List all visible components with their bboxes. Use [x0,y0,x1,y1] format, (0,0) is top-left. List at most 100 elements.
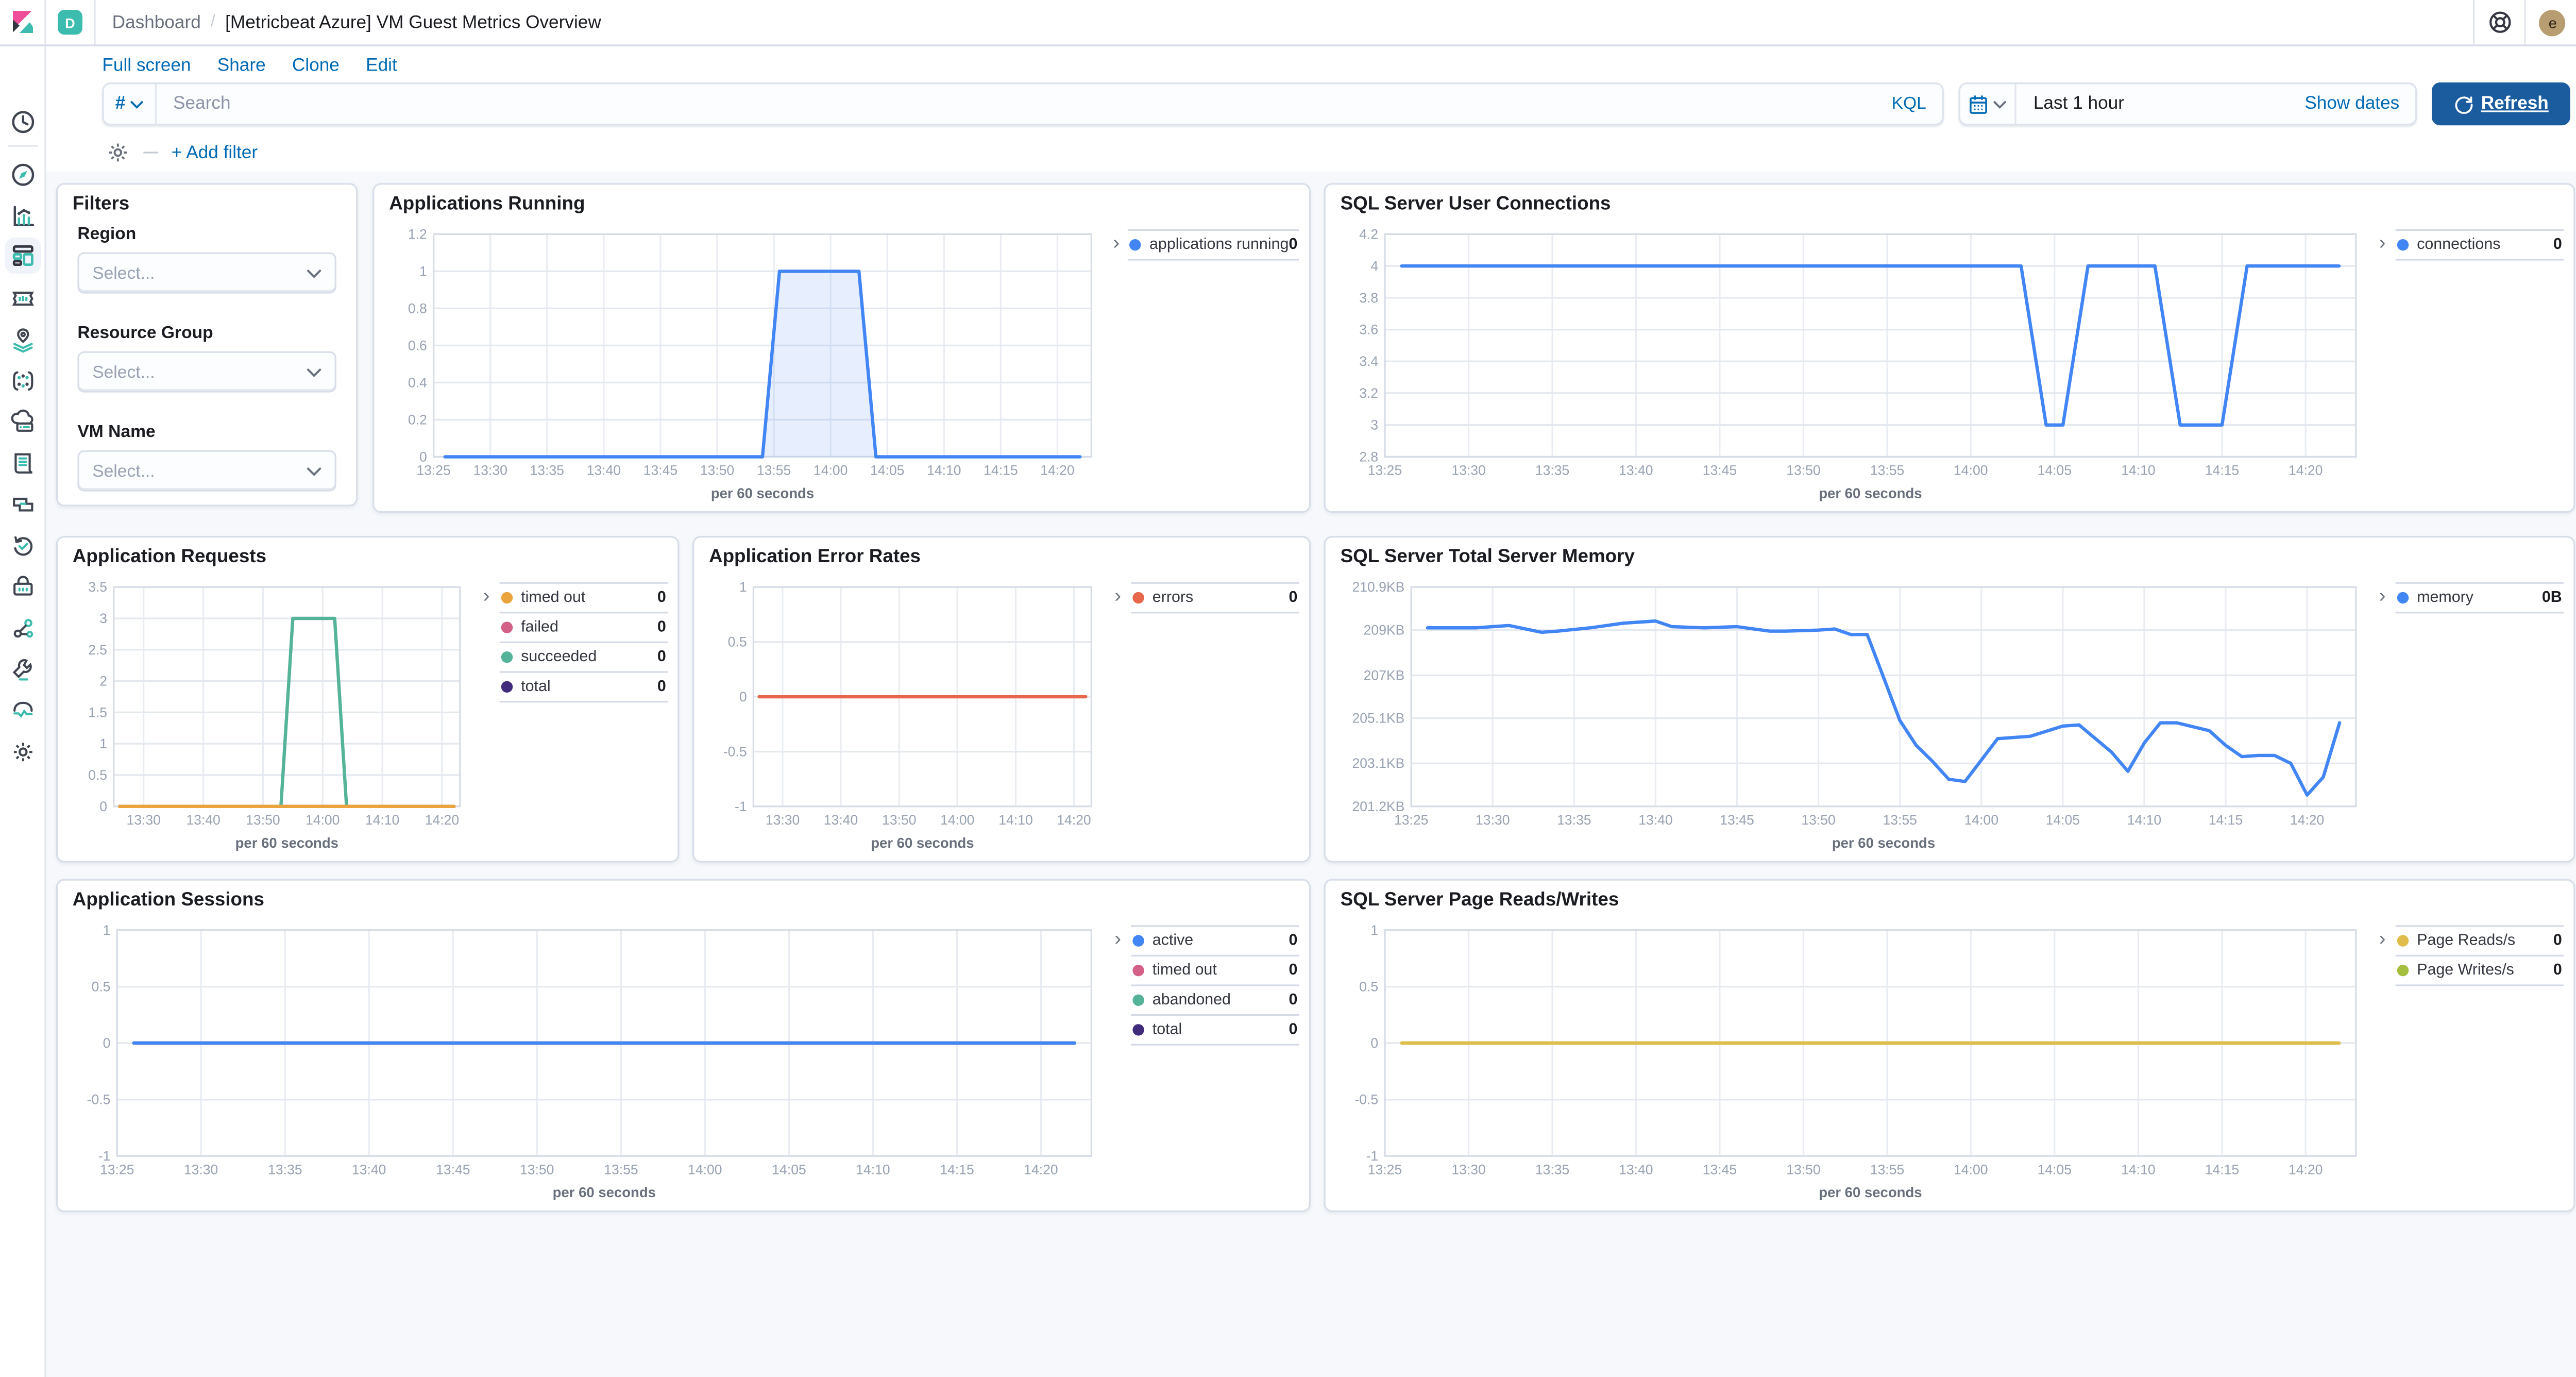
search-input[interactable] [157,94,1875,114]
legend-item[interactable]: total 0 [1131,1014,1299,1046]
time-range-value[interactable]: Last 1 hour [2033,94,2124,114]
legend-item[interactable]: active 0 [1131,925,1299,955]
sidebar-item-apm[interactable] [10,492,36,518]
chart-canvas: 2.8 3 3.2 3.4 3.6 3.8 4 4.2 13:25 13:30 13:35 13:40… [1359,226,2357,501]
select-placeholder: Select... [92,362,155,382]
panel-sql-user-connections: SQL Server User Connections 2.8 3 3.2 3.4 3.… [1324,183,2575,513]
panel-application-requests: Application Requests 0 0.5 1 1.5 2 2.5 3 3.5 13:… [56,536,680,863]
sidebar-item-canvas[interactable] [10,286,36,312]
svg-text:13:25: 13:25 [416,463,450,478]
svg-text:205.1KB: 205.1KB [1352,711,1405,726]
legend-expand-icon[interactable]: › [2379,583,2386,607]
chart-canvas: -1 -0.5 0 0.5 1 13:25 13:30 13:35 13:40 13:45 13:5… [87,922,1093,1200]
legend-expand-icon[interactable]: › [483,583,490,607]
svg-text:13:35: 13:35 [1535,1162,1569,1177]
kql-syntax-button[interactable]: KQL [1891,94,1926,114]
svg-text:14:05: 14:05 [2046,812,2080,828]
svg-text:1.5: 1.5 [88,704,107,720]
legend-item[interactable]: timed out 0 [499,582,668,612]
space-switcher[interactable]: D [46,0,96,45]
svg-text:0.5: 0.5 [88,767,107,783]
legend-item[interactable]: applications running 0 [1128,229,1299,261]
sidebar-item-dashboard[interactable] [10,242,36,268]
clone-link[interactable]: Clone [292,56,340,76]
legend-item[interactable]: errors 0 [1131,582,1299,614]
legend-expand-icon[interactable]: › [2379,231,2386,254]
management-gear-icon [13,743,32,762]
sidebar-item-maps[interactable] [10,327,36,353]
series-value: 0 [1289,589,1298,607]
svg-text:0.5: 0.5 [728,634,747,650]
sidebar-item-dev-tools[interactable] [10,657,36,683]
panel-title: Application Requests [72,547,267,567]
legend-item[interactable]: failed 0 [499,612,668,642]
sidebar-item-recently-viewed[interactable] [10,109,36,135]
svg-text:13:45: 13:45 [643,463,677,478]
left-nav-rail [0,46,46,1377]
sidebar-item-uptime[interactable] [10,533,36,559]
legend-item[interactable]: total 0 [499,671,668,703]
sidebar-item-stack-monitoring[interactable] [10,698,36,724]
panel-title: SQL Server Page Reads/Writes [1340,891,1619,911]
edit-link[interactable]: Edit [366,56,397,76]
region-label: Region [77,224,137,244]
legend-item[interactable]: Page Writes/s 0 [2395,954,2564,986]
resource-group-label: Resource Group [77,323,213,343]
sidebar-item-infrastructure[interactable] [10,409,36,435]
sidebar-item-machine-learning[interactable] [10,368,36,394]
svg-text:13:55: 13:55 [1870,1162,1904,1177]
svg-text:14:10: 14:10 [998,812,1032,828]
legend-expand-icon[interactable]: › [1114,583,1121,607]
svg-text:per 60 seconds: per 60 seconds [1832,835,1935,851]
breadcrumb-dashboard-link[interactable]: Dashboard [112,12,201,32]
legend-item[interactable]: abandoned 0 [1131,984,1299,1014]
help-button[interactable] [2475,0,2524,44]
svg-text:1: 1 [99,736,107,751]
saved-query-menu-button[interactable]: # [104,84,157,124]
legend-expand-icon[interactable]: › [2379,927,2386,950]
region-select[interactable]: Select... [77,252,336,294]
user-menu-avatar[interactable]: e [2539,9,2566,36]
svg-text:13:55: 13:55 [757,463,791,478]
kibana-home-button[interactable] [0,0,46,45]
series-value: 0 [657,618,666,637]
sidebar-item-logs[interactable] [10,450,36,477]
hash-label: # [115,94,126,114]
svg-text:-0.5: -0.5 [1354,1092,1378,1107]
sidebar-item-management[interactable] [10,739,36,765]
refresh-button[interactable]: Refresh [2432,82,2571,126]
calendar-menu-button[interactable] [1961,84,2017,124]
sidebar-item-graph[interactable] [10,615,36,642]
legend-expand-icon[interactable]: › [1113,231,1120,254]
filter-settings-gear-icon[interactable] [106,140,130,165]
sidebar-item-visualize[interactable] [10,203,36,229]
breadcrumb: Dashboard / [Metricbeat Azure] VM Guest … [112,12,2474,32]
chart-legend: applications running 0 [1128,229,1299,503]
vm-name-label: VM Name [77,422,156,442]
legend-item[interactable]: connections 0 [2395,229,2564,261]
full-screen-link[interactable]: Full screen [102,56,191,76]
application-error-rates-chart: -1 -0.5 0 0.5 1 13:30 13:40 13:50 14:00 14:10 14:2… [704,577,1105,852]
sidebar-item-siem[interactable] [10,574,36,600]
show-dates-button[interactable]: Show dates [2304,94,2400,114]
add-filter-button[interactable]: + Add filter [171,142,258,163]
help-life-ring-icon [2489,11,2511,33]
svg-text:14:10: 14:10 [856,1162,890,1177]
legend-item[interactable]: timed out 0 [1131,954,1299,985]
legend-item[interactable]: succeeded 0 [499,641,668,671]
legend-item[interactable]: Page Reads/s 0 [2395,925,2564,955]
vm-name-select[interactable]: Select... [77,450,336,492]
svg-text:13:45: 13:45 [1720,812,1754,828]
svg-text:14:00: 14:00 [1954,463,1988,478]
resource-group-select[interactable]: Select... [77,351,336,393]
legend-expand-icon[interactable]: › [1114,927,1121,950]
dev-tools-wrench-icon [12,659,32,681]
sidebar-item-discover[interactable] [10,162,36,188]
series-color-dot [1132,965,1144,977]
svg-text:13:50: 13:50 [882,812,916,828]
share-link[interactable]: Share [217,56,266,76]
legend-item[interactable]: memory 0B [2395,582,2564,614]
canvas-icon [12,291,34,306]
svg-text:0.5: 0.5 [1359,979,1378,995]
svg-text:13:45: 13:45 [1703,1162,1737,1177]
